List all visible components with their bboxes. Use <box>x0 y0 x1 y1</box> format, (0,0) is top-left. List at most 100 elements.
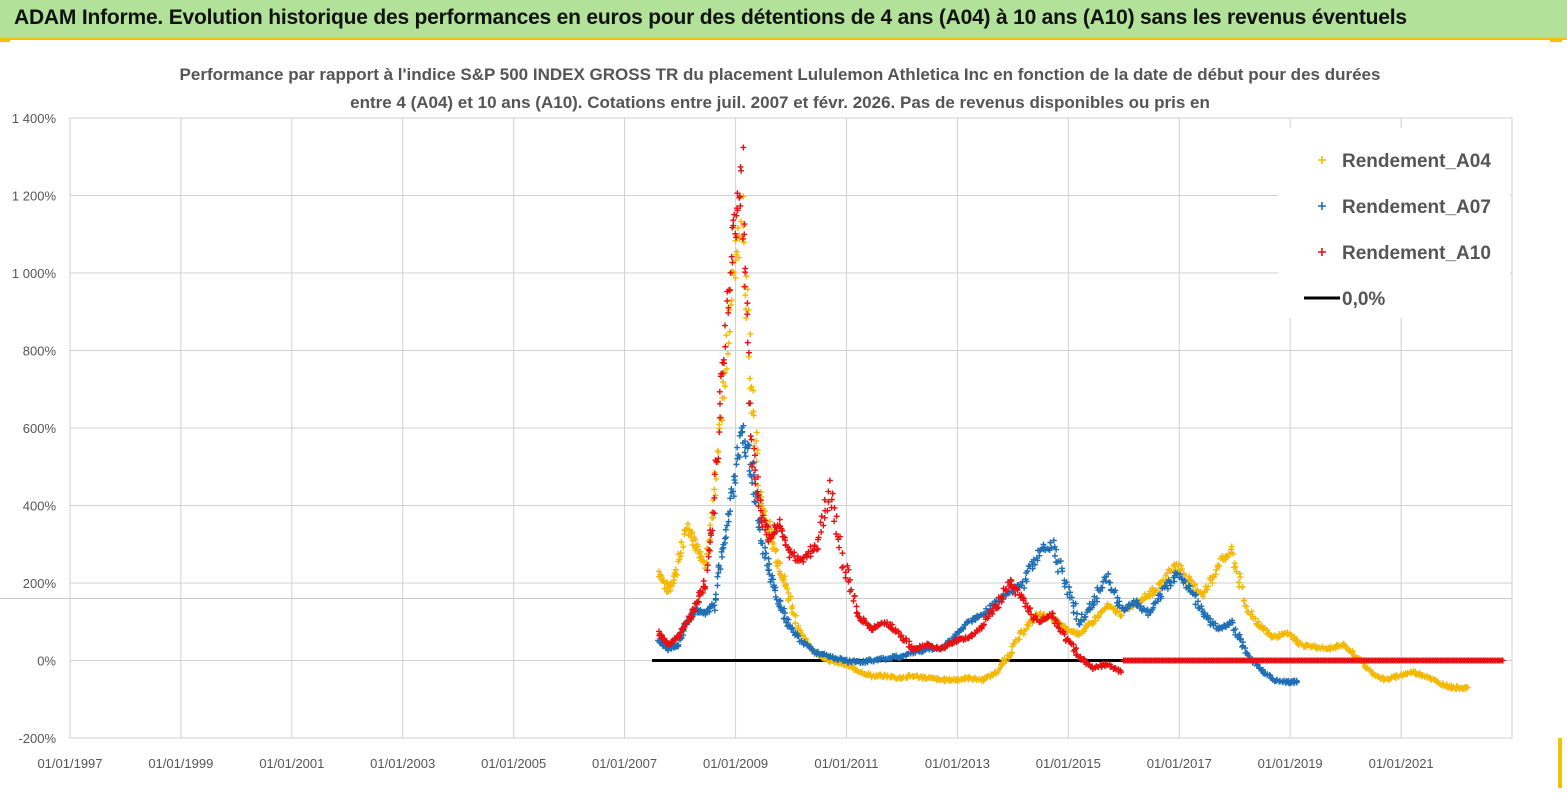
data-point <box>831 504 838 511</box>
data-point <box>736 432 743 439</box>
series-layer <box>652 144 1506 693</box>
data-point <box>657 571 664 578</box>
data-point <box>1114 594 1121 601</box>
data-point <box>746 467 753 474</box>
data-point <box>724 522 731 529</box>
data-point <box>1092 617 1099 624</box>
data-point <box>751 452 758 459</box>
data-point <box>778 527 785 534</box>
data-point <box>759 523 766 530</box>
data-point <box>1204 586 1211 593</box>
data-point <box>1097 588 1104 595</box>
y-tick-label: 0% <box>37 654 56 669</box>
data-point <box>732 274 739 281</box>
data-point <box>750 459 757 466</box>
data-point <box>1086 600 1093 607</box>
series-rendement-a04 <box>656 193 1471 693</box>
data-point <box>1171 578 1178 585</box>
data-point <box>782 537 789 544</box>
data-point <box>759 512 766 519</box>
data-point <box>999 662 1006 669</box>
data-point <box>725 304 732 311</box>
data-point <box>705 538 712 545</box>
data-point <box>751 445 758 452</box>
data-point <box>799 555 806 562</box>
data-point <box>738 167 745 174</box>
data-point <box>1105 570 1112 577</box>
data-point <box>726 287 733 294</box>
data-point <box>694 541 701 548</box>
data-point <box>701 584 708 591</box>
data-point <box>1118 669 1125 676</box>
data-point <box>667 587 674 594</box>
data-point <box>733 234 740 241</box>
data-point <box>820 522 827 529</box>
data-point <box>853 609 860 616</box>
data-point <box>1018 591 1025 598</box>
data-point <box>732 257 739 264</box>
data-point <box>700 558 707 565</box>
data-point <box>1000 596 1007 603</box>
data-point <box>744 441 751 448</box>
data-point <box>716 429 723 436</box>
data-point <box>1224 553 1231 560</box>
data-point <box>1021 585 1028 592</box>
y-tick-label: 1 200% <box>12 189 57 204</box>
data-point <box>780 576 787 583</box>
data-point <box>817 519 824 526</box>
data-point <box>725 511 732 518</box>
legend-label: Rendement_A07 <box>1342 197 1491 218</box>
data-point <box>785 589 792 596</box>
data-point <box>712 591 719 598</box>
data-point <box>787 593 794 600</box>
data-point <box>1178 566 1185 573</box>
data-point <box>781 605 788 612</box>
data-point <box>1233 568 1240 575</box>
data-point <box>762 544 769 551</box>
data-point <box>1016 636 1023 643</box>
scatter-chart: Performance par rapport à l'indice S&P 5… <box>0 65 1513 771</box>
data-point <box>754 488 761 495</box>
data-point <box>1237 574 1244 581</box>
data-point <box>856 613 863 620</box>
data-point <box>803 554 810 561</box>
data-point <box>717 414 724 421</box>
data-point <box>818 513 825 520</box>
data-point <box>1032 613 1039 620</box>
data-point <box>719 553 726 560</box>
data-point <box>715 455 722 462</box>
data-point <box>1082 613 1089 620</box>
legend-marker <box>1318 202 1326 210</box>
data-point <box>811 542 818 549</box>
data-point <box>757 497 764 504</box>
data-point <box>1049 610 1056 617</box>
data-point <box>1182 577 1189 584</box>
data-point <box>722 535 729 542</box>
data-point <box>721 394 728 401</box>
data-point <box>1034 557 1041 564</box>
data-point <box>766 567 773 574</box>
x-tick-label: 01/01/2003 <box>370 756 435 771</box>
data-point <box>1343 643 1350 650</box>
data-point <box>691 607 698 614</box>
data-point <box>714 582 721 589</box>
x-tick-label: 01/01/2013 <box>925 756 990 771</box>
data-point <box>734 207 741 214</box>
data-point <box>981 621 988 628</box>
data-point <box>745 307 752 314</box>
data-point <box>722 343 729 350</box>
data-point <box>677 550 684 557</box>
x-tick-label: 01/01/2015 <box>1036 756 1101 771</box>
data-point <box>814 545 821 552</box>
data-point <box>761 517 768 524</box>
data-point <box>731 473 738 480</box>
y-tick-label: 1 000% <box>12 266 57 281</box>
x-tick-label: 01/01/2007 <box>592 756 657 771</box>
data-point <box>782 581 789 588</box>
data-point <box>1059 568 1066 575</box>
data-point <box>766 561 773 568</box>
y-tick-label: 1 400% <box>12 111 57 126</box>
data-point <box>750 412 757 419</box>
chart-title: Performance par rapport à l'indice S&P 5… <box>180 65 1381 112</box>
data-point <box>1070 609 1077 616</box>
